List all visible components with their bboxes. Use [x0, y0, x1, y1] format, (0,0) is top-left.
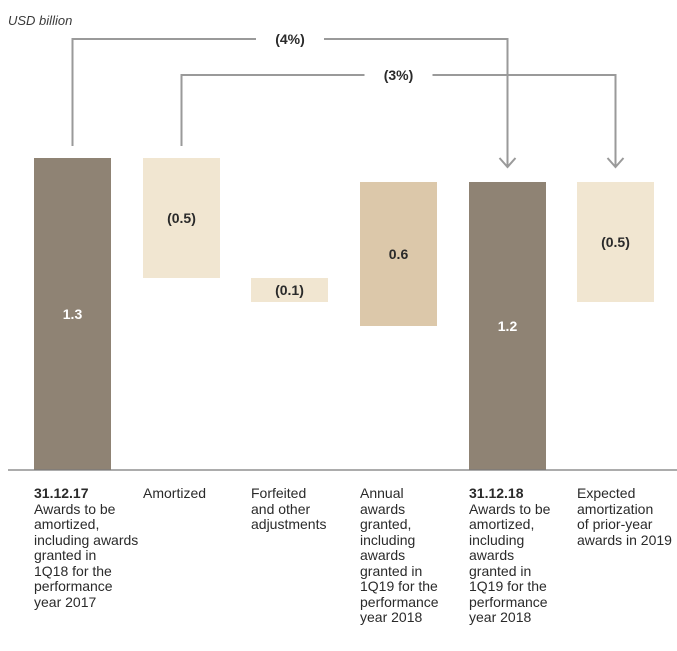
category-line: of prior-year	[577, 516, 653, 532]
category-line: awards	[360, 500, 406, 517]
value-label-1: (0.5)	[167, 210, 196, 226]
category-line: awards	[360, 547, 406, 563]
value-label-5: (0.5)	[601, 234, 630, 250]
category-line: year 2018	[360, 609, 423, 625]
category-label-0: 31.12.17 Awards to be amortized, including …	[34, 485, 156, 610]
bar-0	[34, 158, 111, 470]
connector-right-0	[324, 38, 509, 167]
category-line: 1Q19 for the	[469, 578, 547, 594]
category-line: awards in 2019	[577, 531, 672, 548]
value-label-0: 1.3	[63, 306, 83, 322]
category-line: performance	[34, 578, 113, 594]
value-label-4: 1.2	[498, 318, 518, 334]
category-line: including awards	[34, 531, 139, 548]
category-line: Awards to be	[34, 500, 116, 517]
connector-arrowhead-1	[606, 157, 625, 169]
category-label-4: 31.12.18 Awards to be amortized, including a…	[469, 485, 591, 626]
category-line: year 2018	[469, 609, 532, 625]
unit-label: USD billion	[8, 13, 73, 28]
category-date: 31.12.18	[469, 485, 524, 501]
category-line: amortized,	[34, 516, 100, 532]
category-line: awards	[469, 547, 515, 563]
connector-right-1	[432, 74, 617, 167]
annotation-label-0: (4%)	[275, 31, 305, 47]
value-label-2: (0.1)	[275, 282, 304, 298]
category-line: granted in	[360, 562, 423, 579]
category-line: Expected	[577, 485, 636, 501]
category-label-2: Forfeited and other adjustments	[251, 485, 373, 533]
annotation-label-1: (3%)	[384, 67, 414, 83]
category-line: Amortized	[143, 485, 207, 501]
category-line: 1Q18 for the	[34, 562, 112, 579]
category-line: amortized,	[469, 516, 535, 532]
category-line: year 2017	[34, 593, 97, 610]
connector-left-1	[180, 74, 365, 146]
category-line: granted,	[360, 516, 412, 532]
category-line: including	[469, 531, 525, 548]
connectors-layer: (4%) (3%)	[71, 31, 625, 169]
category-line: including	[360, 531, 416, 548]
category-line: performance	[469, 593, 548, 610]
category-label-3: Annual awards granted, including awards grant…	[360, 485, 482, 626]
category-line: 1Q19 for the	[360, 578, 438, 594]
bar-3	[360, 182, 437, 326]
category-line: adjustments	[251, 516, 327, 532]
category-line: Forfeited	[251, 485, 307, 501]
value-label-3: 0.6	[389, 246, 409, 262]
bar-5	[577, 182, 654, 302]
category-label-1: Amortized	[143, 485, 265, 502]
bars-layer	[34, 158, 654, 470]
bar-1	[143, 158, 220, 278]
value-labels-layer: 1.3 (0.5) (0.1) 0.6 1.2 (0.5)	[63, 210, 630, 334]
category-line: granted in	[34, 547, 97, 563]
connector-left-0	[71, 38, 256, 146]
bar-2	[251, 278, 328, 302]
category-line: amortization	[577, 500, 654, 517]
category-line: Annual	[360, 485, 404, 501]
category-date: 31.12.17	[34, 485, 89, 501]
category-line: performance	[360, 593, 439, 610]
category-line: and other	[251, 500, 311, 517]
category-line: granted in	[469, 562, 532, 579]
category-label-5: Expected amortization of prior-year awards …	[577, 485, 677, 548]
connector-arrowhead-0	[498, 157, 517, 169]
bar-4	[469, 182, 546, 470]
category-line: Awards to be	[469, 500, 551, 517]
